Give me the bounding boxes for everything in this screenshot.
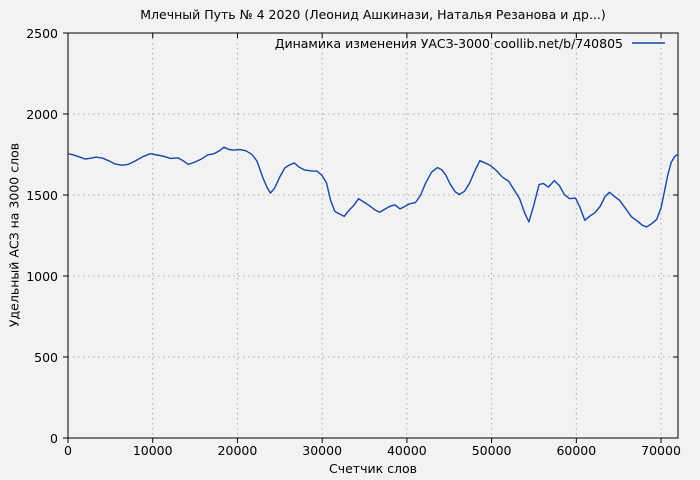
x-tick-label: 10000 bbox=[132, 443, 173, 458]
x-axis-label: Счетчик слов bbox=[329, 461, 417, 476]
y-tick-label: 1500 bbox=[26, 187, 58, 203]
x-tick-label: 20000 bbox=[217, 443, 258, 458]
y-tick-label: 0 bbox=[50, 430, 58, 446]
plot-border bbox=[67, 32, 679, 439]
y-axis-label: Удельный АСЗ на 3000 слов bbox=[6, 142, 22, 328]
legend-label: Динамика изменения УАСЗ-3000 coollib.net… bbox=[274, 36, 623, 51]
x-tick-label: 0 bbox=[64, 443, 72, 458]
y-tick-label: 500 bbox=[34, 349, 58, 365]
x-tick-label: 30000 bbox=[302, 443, 343, 458]
x-tick-label: 50000 bbox=[471, 443, 512, 458]
x-tick-label: 40000 bbox=[386, 443, 427, 458]
data-line bbox=[67, 146, 679, 228]
chart-title: Млечный Путь № 4 2020 (Леонид Ашкинази, … bbox=[140, 7, 606, 22]
y-tick-label: 2000 bbox=[26, 106, 58, 122]
y-tick-label: 1000 bbox=[26, 268, 58, 284]
y-tick-label: 2500 bbox=[26, 25, 58, 41]
x-tick-label: 70000 bbox=[641, 443, 681, 458]
x-tick-label: 60000 bbox=[556, 443, 597, 458]
